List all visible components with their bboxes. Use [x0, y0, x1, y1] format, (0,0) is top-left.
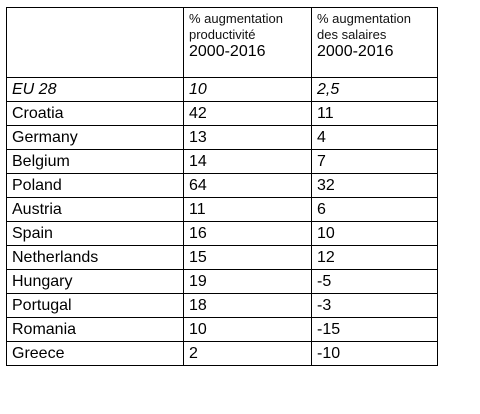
table-row: Netherlands 15 12 — [6, 245, 438, 270]
cell-country: Portugal — [6, 293, 184, 318]
table-row-eu28: EU 28 10 2,5 — [6, 77, 438, 102]
cell-country: Spain — [6, 221, 184, 246]
cell-productivity: 13 — [183, 125, 312, 150]
cell-productivity: 15 — [183, 245, 312, 270]
table-row: Hungary 19 -5 — [6, 269, 438, 294]
cell-productivity: 42 — [183, 101, 312, 126]
cell-productivity: 2 — [183, 341, 312, 366]
cell-country: Poland — [6, 173, 184, 198]
cell-wages: -5 — [311, 269, 438, 294]
table-row: Greece 2 -10 — [6, 341, 438, 366]
header-productivity-period: 2000-2016 — [189, 43, 266, 60]
cell-productivity: 14 — [183, 149, 312, 174]
cell-country: Croatia — [6, 101, 184, 126]
productivity-wages-table: % augmentation productivité 2000-2016 % … — [6, 7, 438, 366]
cell-wages: 11 — [311, 101, 438, 126]
cell-wages: 7 — [311, 149, 438, 174]
header-productivity: % augmentation productivité 2000-2016 — [183, 7, 312, 78]
cell-productivity: 16 — [183, 221, 312, 246]
cell-country: EU 28 — [6, 77, 184, 102]
cell-wages: 6 — [311, 197, 438, 222]
cell-productivity: 19 — [183, 269, 312, 294]
cell-country: Hungary — [6, 269, 184, 294]
cell-wages: -15 — [311, 317, 438, 342]
header-wages-line1: % augmentation — [317, 11, 411, 26]
cell-productivity: 10 — [183, 317, 312, 342]
cell-country: Belgium — [6, 149, 184, 174]
cell-wages: 10 — [311, 221, 438, 246]
cell-country: Netherlands — [6, 245, 184, 270]
header-productivity-line2: productivité — [189, 27, 256, 42]
header-row: % augmentation productivité 2000-2016 % … — [6, 7, 438, 78]
data-table-container: % augmentation productivité 2000-2016 % … — [6, 7, 438, 366]
header-wages: % augmentation des salaires 2000-2016 — [311, 7, 438, 78]
table-row: Spain 16 10 — [6, 221, 438, 246]
cell-country: Austria — [6, 197, 184, 222]
cell-wages: -10 — [311, 341, 438, 366]
table-row: Portugal 18 -3 — [6, 293, 438, 318]
header-productivity-line1: % augmentation — [189, 11, 283, 26]
cell-country: Greece — [6, 341, 184, 366]
cell-country: Romania — [6, 317, 184, 342]
table-row: Romania 10 -15 — [6, 317, 438, 342]
table-row: Germany 13 4 — [6, 125, 438, 150]
header-wages-period: 2000-2016 — [317, 43, 394, 60]
cell-productivity: 64 — [183, 173, 312, 198]
cell-wages: -3 — [311, 293, 438, 318]
header-country — [6, 7, 184, 78]
table-row: Poland 64 32 — [6, 173, 438, 198]
cell-country: Germany — [6, 125, 184, 150]
cell-wages: 4 — [311, 125, 438, 150]
cell-wages: 32 — [311, 173, 438, 198]
table-row: Austria 11 6 — [6, 197, 438, 222]
cell-wages: 2,5 — [311, 77, 438, 102]
header-wages-line2: des salaires — [317, 27, 387, 42]
cell-productivity: 11 — [183, 197, 312, 222]
table-row: Belgium 14 7 — [6, 149, 438, 174]
cell-productivity: 10 — [183, 77, 312, 102]
cell-productivity: 18 — [183, 293, 312, 318]
table-row: Croatia 42 11 — [6, 101, 438, 126]
cell-wages: 12 — [311, 245, 438, 270]
